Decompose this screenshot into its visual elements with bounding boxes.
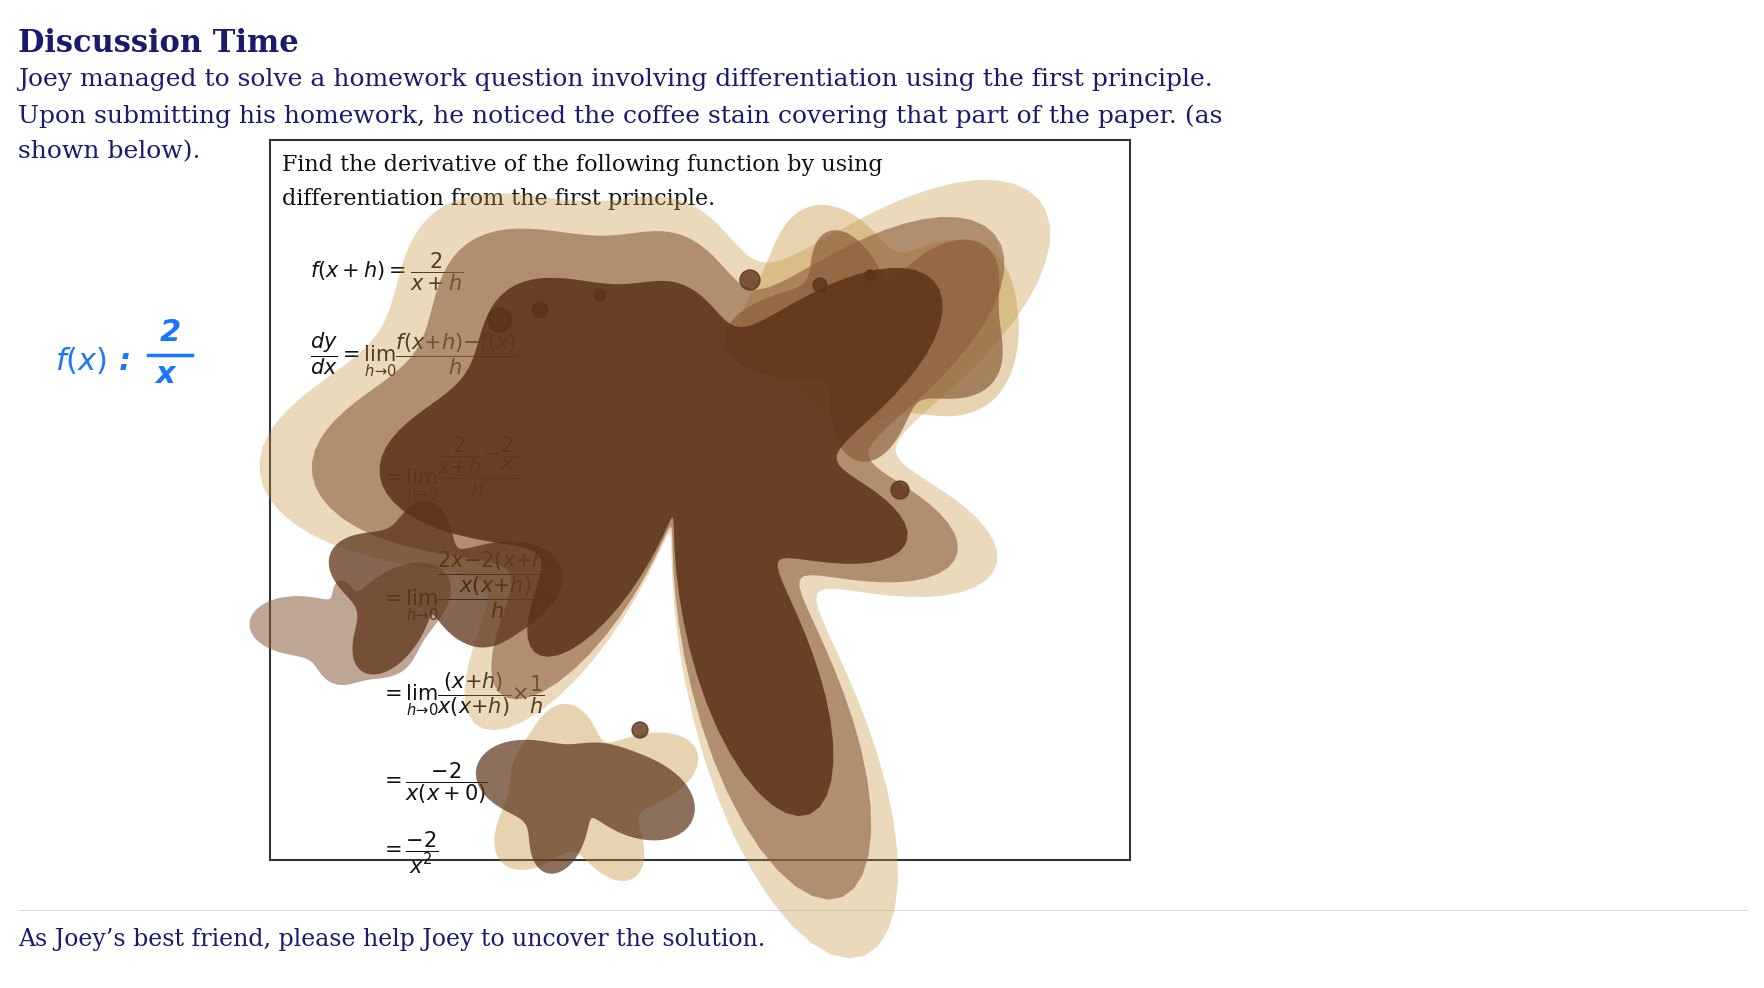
- Text: As Joey’s best friend, please help Joey to uncover the solution.: As Joey’s best friend, please help Joey …: [18, 928, 766, 951]
- Polygon shape: [312, 217, 1004, 900]
- Text: 2: 2: [161, 318, 182, 347]
- Text: $f(x)$ :: $f(x)$ :: [55, 345, 132, 375]
- Circle shape: [891, 481, 908, 499]
- Text: Discussion Time: Discussion Time: [18, 28, 298, 59]
- Polygon shape: [259, 180, 1050, 958]
- Polygon shape: [494, 703, 699, 881]
- Text: $= \lim_{h \to 0} \dfrac{\dfrac{2x-2(x+h)}{x(x+h)}}{h}$: $= \lim_{h \to 0} \dfrac{\dfrac{2x-2(x+h…: [379, 550, 557, 623]
- Polygon shape: [249, 562, 450, 685]
- Text: $f(x+h) = \dfrac{2}{x+h}$: $f(x+h) = \dfrac{2}{x+h}$: [310, 250, 464, 292]
- Circle shape: [531, 302, 547, 318]
- Text: differentiation from the first principle.: differentiation from the first principle…: [282, 188, 714, 210]
- Circle shape: [487, 308, 512, 332]
- Text: $\dfrac{dy}{dx} = \lim_{h \to 0} \dfrac{f(x+h) - f(x)}{h}$: $\dfrac{dy}{dx} = \lim_{h \to 0} \dfrac{…: [310, 330, 517, 378]
- Text: $= \lim_{h \to 0} \dfrac{(x+h)}{x(x+h)} \times \dfrac{1}{h}$: $= \lim_{h \to 0} \dfrac{(x+h)}{x(x+h)} …: [379, 670, 545, 718]
- Circle shape: [813, 278, 827, 292]
- Polygon shape: [476, 740, 695, 873]
- Text: Joey managed to solve a homework question involving differentiation using the fi: Joey managed to solve a homework questio…: [18, 68, 1212, 91]
- Text: x: x: [155, 360, 175, 389]
- Circle shape: [594, 289, 605, 301]
- Polygon shape: [739, 206, 1018, 424]
- Polygon shape: [379, 268, 942, 816]
- FancyBboxPatch shape: [270, 140, 1129, 860]
- Text: $= \dfrac{-2}{x^2}$: $= \dfrac{-2}{x^2}$: [379, 830, 437, 876]
- Text: shown below).: shown below).: [18, 140, 201, 163]
- Circle shape: [739, 270, 760, 290]
- Circle shape: [864, 270, 875, 280]
- Text: Find the derivative of the following function by using: Find the derivative of the following fun…: [282, 154, 882, 176]
- Polygon shape: [725, 230, 1002, 462]
- Text: $= \lim_{h \to 0} \dfrac{\dfrac{2}{x+h} - \dfrac{2}{x}}{h}$: $= \lim_{h \to 0} \dfrac{\dfrac{2}{x+h} …: [379, 435, 519, 502]
- Text: $= \dfrac{-2}{x(x+0)}$: $= \dfrac{-2}{x(x+0)}$: [379, 760, 487, 805]
- Polygon shape: [328, 501, 563, 675]
- Text: Upon submitting his homework, he noticed the coffee stain covering that part of : Upon submitting his homework, he noticed…: [18, 104, 1222, 127]
- Circle shape: [632, 722, 647, 738]
